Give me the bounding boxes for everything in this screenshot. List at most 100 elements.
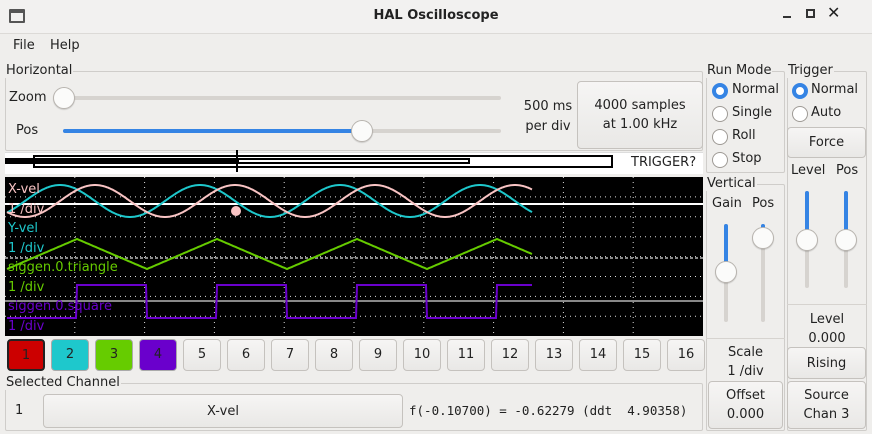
gain-label: Gain	[712, 196, 742, 211]
scale-readout: Scale 1 /div	[706, 343, 785, 381]
trigger-level-label: Level	[791, 163, 826, 178]
record-before-bar	[5, 158, 237, 164]
edge-button[interactable]: Rising	[787, 347, 866, 379]
run-mode-option-label: Single	[732, 105, 772, 120]
selected-channel-number: 1	[15, 403, 24, 418]
menu-bar	[0, 34, 872, 60]
samples-button[interactable]: 4000 samples at 1.00 kHz	[577, 81, 703, 149]
channel-name-button[interactable]: X-vel	[43, 394, 403, 428]
sample-rate: at 1.00 kHz	[602, 117, 678, 132]
divider	[706, 338, 785, 339]
channel-button-2[interactable]: 2	[51, 339, 89, 371]
timebase-value: 500 ms	[523, 99, 573, 114]
trace-name: siggen.0.triangle	[8, 260, 118, 275]
force-button[interactable]: Force	[787, 127, 866, 158]
offset-title: Offset	[725, 388, 766, 403]
trigger-mode-option-label: Normal	[811, 82, 859, 97]
run-mode-radio-roll[interactable]	[712, 129, 728, 145]
trigger-level-readout: Level 0.000	[787, 310, 867, 348]
source-button[interactable]: Source Chan 3	[787, 381, 866, 429]
zoom-slider[interactable]	[63, 96, 501, 100]
divider	[787, 304, 867, 305]
channel-button-7[interactable]: 7	[271, 339, 309, 371]
run-mode-radio-stop[interactable]	[712, 152, 728, 168]
title-bar	[0, 0, 872, 34]
zoom-slider-handle[interactable]	[53, 87, 75, 109]
trace-name: siggen.0.square	[8, 299, 112, 314]
trigger-level-title: Level	[809, 312, 845, 327]
x-vel-trace	[6, 184, 533, 218]
vertical-pos-label: Pos	[752, 196, 775, 211]
gain-slider-fill	[724, 224, 728, 273]
gain-slider-handle[interactable]	[715, 261, 737, 284]
channel-button-4[interactable]: 4	[139, 339, 177, 371]
channel-button-13[interactable]: 13	[535, 339, 573, 371]
channel-button-14[interactable]: 14	[579, 339, 617, 371]
y-vel-trace	[6, 184, 533, 218]
trigger-pos-slider-fill	[844, 191, 848, 240]
triangle-trace	[6, 237, 533, 271]
trace-name: Y-vel	[8, 221, 39, 236]
run-mode-radio-single[interactable]	[712, 106, 728, 122]
trigger-mode-radio-auto[interactable]	[792, 106, 808, 122]
vertical-pos-slider-handle[interactable]	[752, 226, 774, 249]
maximize-icon[interactable]	[806, 9, 815, 18]
source-title: Source	[804, 388, 849, 403]
menu-file[interactable]: File	[13, 38, 35, 53]
zoom-label: Zoom	[9, 90, 47, 105]
pos-label: Pos	[16, 123, 39, 138]
trigger-mode-radio-normal[interactable]	[792, 83, 808, 99]
horizontal-label: Horizontal	[5, 63, 74, 78]
pos-slider-fill	[63, 129, 362, 133]
record-display	[237, 158, 470, 164]
trace-scale: 1 /div	[8, 279, 45, 295]
channel-button-9[interactable]: 9	[359, 339, 397, 371]
offset-button[interactable]: Offset 0.000	[708, 381, 783, 429]
app-icon	[9, 9, 25, 23]
run-mode-label: Run Mode	[706, 63, 773, 78]
offset-value: 0.000	[726, 407, 765, 422]
timebase-readout: 500 ms per div	[515, 97, 581, 137]
trigger-level-slider-fill	[805, 191, 809, 240]
channel-button-10[interactable]: 10	[403, 339, 441, 371]
close-icon[interactable]: ✕	[827, 3, 841, 22]
channel-button-3[interactable]: 3	[95, 339, 133, 371]
minimize-icon[interactable]	[783, 16, 791, 18]
channel-button-6[interactable]: 6	[227, 339, 265, 371]
channel-button-11[interactable]: 11	[447, 339, 485, 371]
square-trace	[7, 284, 532, 319]
trigger-pos-slider-handle[interactable]	[835, 228, 857, 251]
channel-button-15[interactable]: 15	[623, 339, 661, 371]
cursor-marker	[231, 206, 241, 216]
trace-scale: 1 /div	[8, 318, 45, 334]
vertical-pos-slider[interactable]	[761, 224, 765, 322]
record-window	[33, 155, 613, 168]
trace-scale: 1 /div	[8, 201, 45, 217]
run-mode-option-label: Normal	[732, 82, 780, 97]
trace-scale: 1 /div	[8, 240, 45, 256]
run-mode-radio-normal[interactable]	[712, 83, 728, 99]
timebase-unit: per div	[525, 119, 571, 134]
scope-display[interactable]	[5, 177, 703, 336]
window-title: HAL Oscilloscope	[373, 8, 499, 23]
scale-value: 1 /div	[727, 364, 764, 379]
run-mode-option-label: Roll	[732, 128, 756, 143]
channel-button-5[interactable]: 5	[183, 339, 221, 371]
channel-button-16[interactable]: 16	[667, 339, 705, 371]
trigger-status: TRIGGER?	[631, 155, 697, 170]
trigger-level-slider-handle[interactable]	[796, 228, 818, 251]
channel-button-1[interactable]: 1	[7, 339, 45, 371]
channel-button-8[interactable]: 8	[315, 339, 353, 371]
trigger-mode-option-label: Auto	[811, 105, 842, 120]
selected-channel-label: Selected Channel	[5, 375, 121, 390]
samples-count: 4000 samples	[594, 98, 686, 113]
trigger-marker	[236, 150, 238, 172]
vertical-label: Vertical	[706, 176, 757, 191]
channel-button-12[interactable]: 12	[491, 339, 529, 371]
menu-help[interactable]: Help	[50, 38, 80, 53]
trace-name: X-vel	[8, 182, 40, 197]
trigger-pos-label: Pos	[836, 163, 859, 178]
pos-slider-handle[interactable]	[351, 120, 373, 142]
selected-channel-group	[5, 383, 703, 431]
channel-readout: f(-0.10700) = -0.62279 (ddt 4.90358)	[409, 403, 688, 418]
